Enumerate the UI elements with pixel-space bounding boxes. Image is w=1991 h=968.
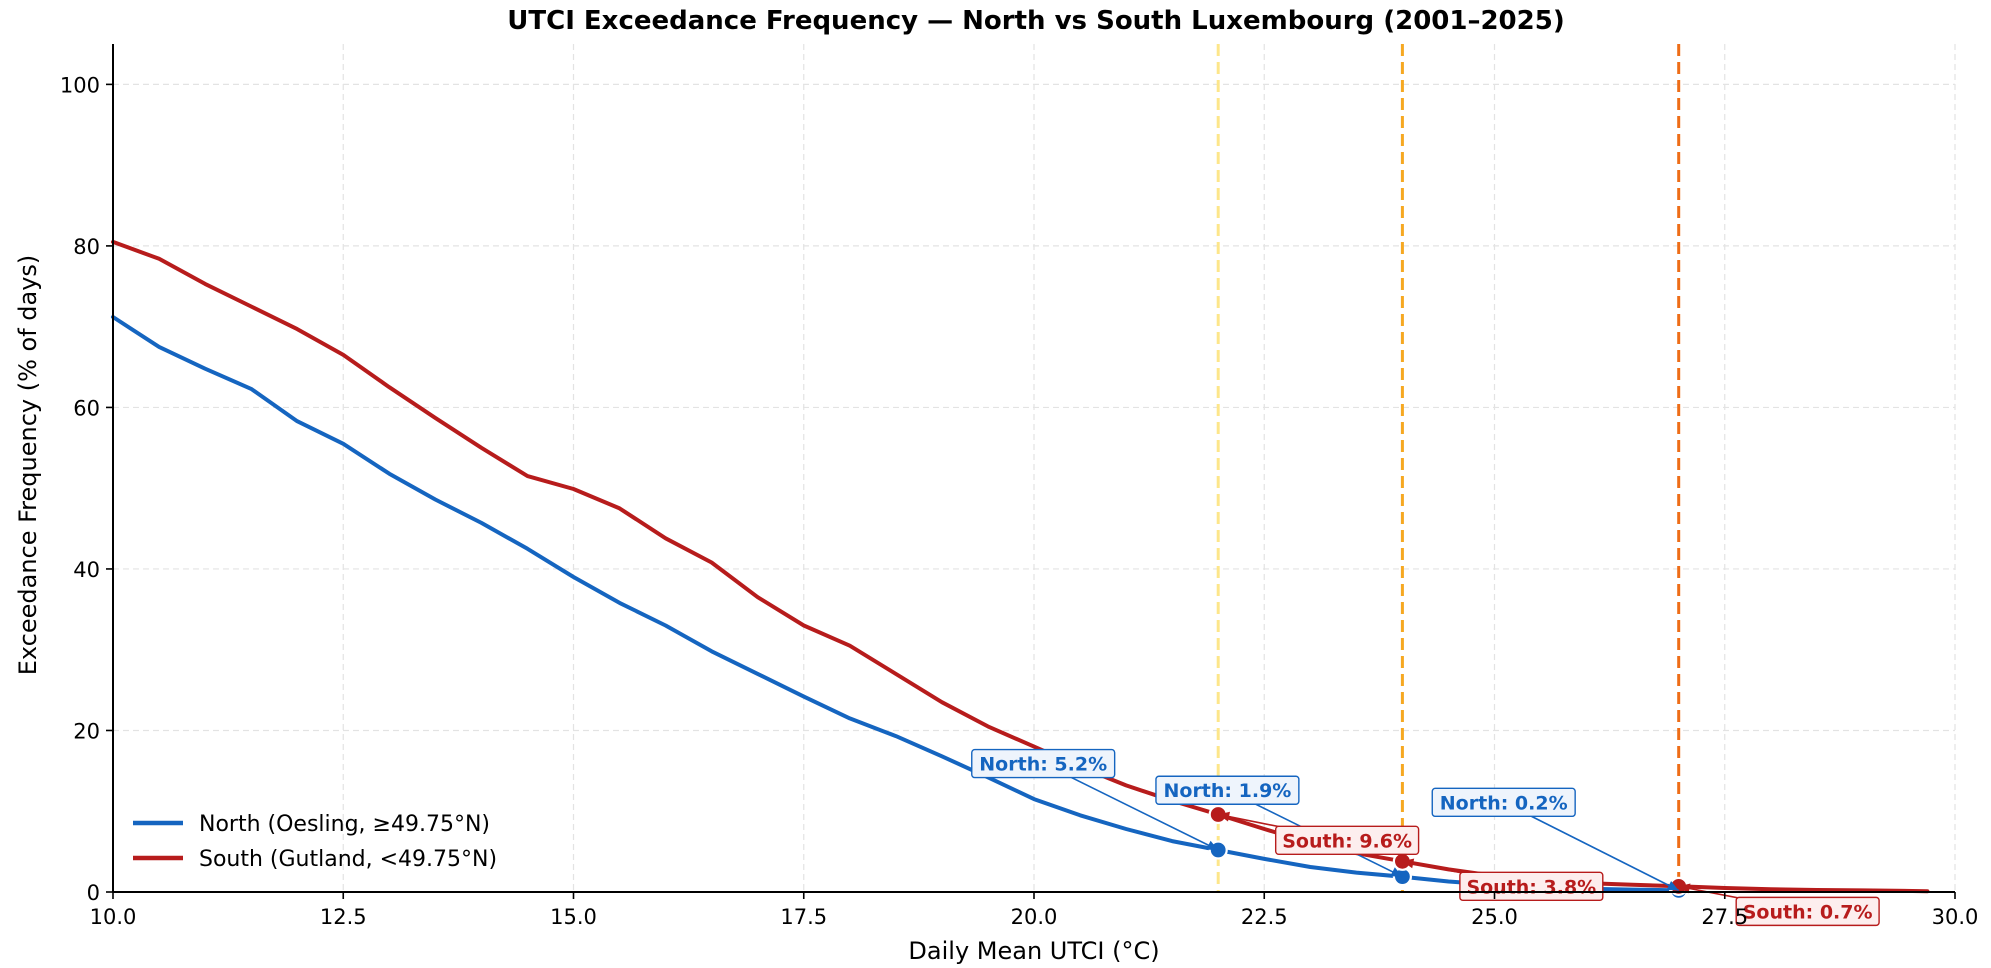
x-tick-label: 30.0 [1932, 905, 1979, 929]
annotation-6: South: 0.7% [1678, 883, 1880, 927]
annotation-box [1431, 787, 1576, 818]
annotation-arrowhead [1678, 883, 1691, 894]
x-tick-label: 25.0 [1471, 905, 1518, 929]
y-tick-label: 100 [60, 73, 100, 97]
x-tick-label: 22.5 [1241, 905, 1288, 929]
series-line-south [111, 239, 1930, 894]
annotation-box [1155, 775, 1300, 805]
annotation-label: North: 0.2% [1440, 792, 1568, 814]
annotation-label: North: 1.9% [1163, 780, 1291, 802]
annotation-label: South: 0.7% [1743, 901, 1873, 923]
annotation-4: South: 9.6% [1218, 811, 1420, 856]
threshold-lines [1216, 44, 1681, 892]
y-tick-label: 60 [73, 396, 100, 420]
legend: North (Oesling, ≥49.75°N) South (Gutland,… [133, 812, 497, 872]
annotation-arrowhead [1390, 867, 1403, 877]
y-axis-label: Exceedance Frequency (% of days) [14, 255, 42, 676]
grid-layer [113, 44, 1956, 892]
annotation-1: North: 5.2% [971, 748, 1219, 851]
series-lines [111, 239, 1930, 894]
annotation-3: North: 0.2% [1431, 787, 1680, 892]
annotation-arrowhead [1206, 840, 1219, 850]
y-tick-label: 80 [73, 235, 100, 259]
chart-title: UTCI Exceedance Frequency — North vs Sou… [507, 6, 1564, 36]
annotation-box [1274, 825, 1420, 856]
annotation-label: North: 5.2% [979, 754, 1107, 776]
annotation-box [971, 748, 1116, 779]
annotation-box [1735, 896, 1880, 927]
x-tick-label: 15.0 [550, 905, 597, 929]
x-tick-label: 12.5 [320, 905, 367, 929]
legend-label-south: South (Gutland, <49.75°N) [199, 847, 497, 872]
x-tick-label: 20.0 [1011, 905, 1058, 929]
annotation-label: South: 9.6% [1282, 830, 1412, 852]
annotation-layer: North: 5.2% North: 1.9% North: 0.2% South: … [971, 748, 1880, 927]
annotation-box [1459, 871, 1604, 902]
x-tick-label: 27.5 [1701, 905, 1748, 929]
x-tick-label: 10.0 [90, 905, 137, 929]
annotation-arrowhead [1218, 811, 1230, 822]
series-line-north [111, 315, 1681, 893]
annotation-label: South: 3.8% [1466, 876, 1596, 898]
annotation-5: South: 3.8% [1402, 858, 1604, 902]
legend-label-north: North (Oesling, ≥49.75°N) [199, 812, 490, 837]
x-axis-label: Daily Mean UTCI (°C) [908, 937, 1159, 965]
y-tick-label: 0 [87, 881, 100, 905]
annotation-arrowhead [1666, 881, 1679, 891]
annotation-arrowhead [1402, 858, 1415, 869]
y-tick-label: 40 [73, 558, 100, 582]
y-tick-label: 20 [73, 719, 100, 743]
axes: 10.0 12.5 15.0 17.5 20.0 22.5 25.0 27.5 30.0 0 20 4… [60, 44, 1978, 929]
x-tick-label: 17.5 [780, 905, 827, 929]
